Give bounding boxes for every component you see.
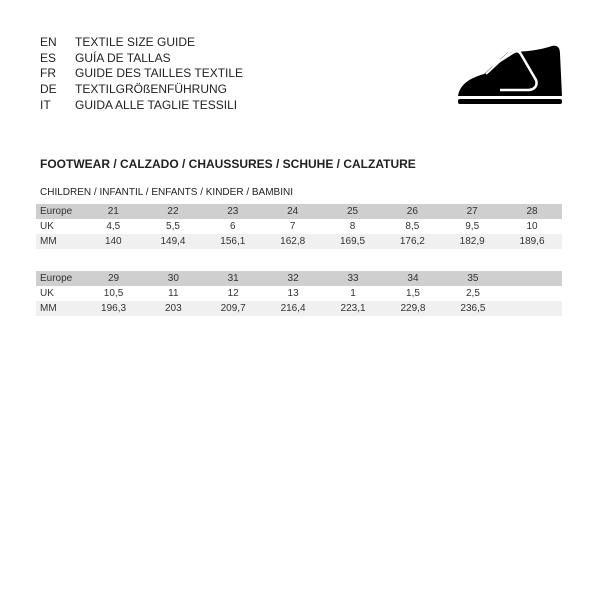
size-cell: 25	[322, 204, 383, 219]
language-label: TEXTILGRÖßENFÜHRUNG	[75, 82, 228, 97]
table-row: Europe 21 22 23 24 25 26 27 28	[36, 204, 562, 219]
row-label: MM	[36, 234, 84, 249]
size-cell: 9,5	[465, 221, 480, 232]
subsection-title: CHILDREN / INFANTIL / ENFANTS / KINDER /…	[40, 187, 294, 198]
language-code: EN	[40, 35, 57, 49]
size-cell: 12	[227, 288, 239, 299]
row-label: UK	[40, 221, 54, 232]
size-cell: 140	[83, 234, 144, 249]
size-cell: 4,5	[106, 221, 121, 232]
table-row: UK 10,5 11 12 13 1 1,5 2,5	[36, 286, 562, 301]
size-cell	[502, 301, 562, 316]
table-row: MM 196,3 203 209,7 216,4 223,1 229,8 236,5	[36, 301, 562, 316]
language-code: IT	[40, 97, 51, 112]
size-cell: 1	[350, 288, 356, 299]
size-cell: 2,5	[465, 288, 480, 299]
language-label: GUIDA ALLE TAGLIE TESSILI	[75, 97, 238, 112]
size-cell: 10,5	[103, 288, 124, 299]
size-cell: 169,5	[322, 234, 383, 249]
size-cell: 209,7	[203, 301, 264, 316]
size-cell: 28	[502, 204, 562, 219]
language-row: FR GUIDE DES TAILLES TEXTILE	[40, 66, 243, 82]
size-cell: 162,8	[262, 234, 323, 249]
language-code: ES	[40, 50, 57, 65]
size-cell: 27	[442, 204, 503, 219]
row-label: MM	[36, 301, 84, 316]
size-cell: 24	[262, 204, 323, 219]
size-cell: 6	[230, 221, 236, 232]
size-cell: 11	[168, 288, 179, 299]
size-cell: 182,9	[442, 234, 503, 249]
size-cell: 31	[203, 271, 264, 286]
language-label: TEXTILE SIZE GUIDE	[75, 35, 196, 49]
size-cell: 8	[349, 221, 356, 232]
size-cell: 33	[323, 271, 384, 286]
section-title: FOOTWEAR / CALZADO / CHAUSSURES / SCHUHE…	[40, 157, 416, 171]
language-row: ES GUÍA DE TALLAS	[40, 51, 243, 67]
language-label: GUÍA DE TALLAS	[75, 50, 171, 65]
language-row: IT GUIDA ALLE TAGLIE TESSILI	[40, 98, 243, 114]
size-cell: 35	[442, 271, 503, 286]
size-table-1: Europe 21 22 23 24 25 26 27 28 UK 4,5 5,5 6 7 8 8,5 9,5 1…	[36, 204, 562, 249]
size-cell: 32	[263, 271, 324, 286]
shoe-icon	[458, 45, 562, 104]
size-cell: 13	[287, 288, 299, 299]
size-cell: 216,4	[263, 301, 324, 316]
size-cell: 229,8	[383, 301, 443, 316]
size-cell: 203	[143, 301, 204, 316]
row-label: Europe	[36, 204, 84, 219]
size-cell: 21	[83, 204, 144, 219]
size-cell: 189,6	[502, 234, 562, 249]
size-cell: 1,5	[406, 288, 420, 299]
language-row: DE TEXTILGRÖßENFÜHRUNG	[40, 82, 243, 98]
row-label: Europe	[36, 271, 84, 286]
language-row: EN TEXTILE SIZE GUIDE	[40, 35, 243, 51]
size-cell: 34	[383, 271, 443, 286]
language-list: EN TEXTILE SIZE GUIDE ES GUÍA DE TALLAS FR…	[40, 35, 243, 114]
size-cell: 23	[202, 204, 263, 219]
size-table-2: Europe 29 30 31 32 33 34 35 UK 10,5 11 12 13 1 1,5 2,5 M…	[36, 271, 562, 316]
size-cell: 30	[143, 271, 204, 286]
table-row: Europe 29 30 31 32 33 34 35	[36, 271, 562, 286]
size-cell: 7	[289, 221, 296, 232]
row-label: UK	[40, 288, 54, 299]
size-cell	[502, 271, 562, 286]
size-cell: 10	[526, 221, 538, 232]
size-cell: 29	[83, 271, 144, 286]
size-cell: 236,5	[442, 301, 503, 316]
size-cell: 176,2	[382, 234, 443, 249]
size-cell: 8,5	[405, 221, 420, 232]
language-code: FR	[40, 66, 56, 81]
size-cell: 22	[143, 204, 203, 219]
language-code: DE	[40, 82, 57, 97]
size-cell	[503, 286, 562, 301]
table-row: MM 140 149,4 156,1 162,8 169,5 176,2 182,9 189,6	[36, 234, 562, 249]
size-cell: 149,4	[143, 234, 203, 249]
table-row: UK 4,5 5,5 6 7 8 8,5 9,5 10	[36, 219, 562, 234]
language-label: GUIDE DES TAILLES TEXTILE	[75, 66, 244, 81]
size-cell: 5,5	[166, 221, 180, 232]
size-cell: 26	[382, 204, 443, 219]
size-cell: 156,1	[202, 234, 263, 249]
size-cell: 196,3	[83, 301, 144, 316]
size-cell: 223,1	[323, 301, 384, 316]
